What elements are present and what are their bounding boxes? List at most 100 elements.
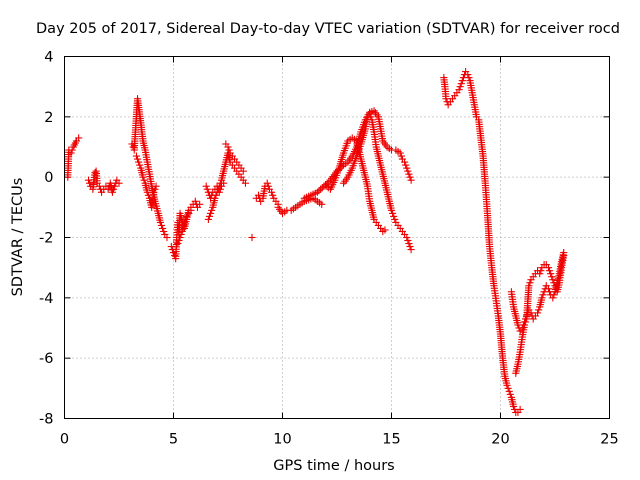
data-point [536, 270, 544, 278]
data-point [263, 179, 271, 187]
data-point [212, 191, 220, 199]
x-axis-label: GPS time / hours [273, 458, 394, 474]
data-point [202, 182, 210, 190]
data-point [205, 212, 214, 220]
data-point [196, 200, 204, 208]
data-point [506, 390, 514, 398]
data-point [67, 149, 75, 157]
data-point [313, 188, 321, 196]
y-tick-label: -6 [39, 351, 53, 367]
data-point [505, 387, 513, 395]
data-point [163, 233, 171, 242]
data-point [405, 170, 413, 178]
data-point [254, 191, 263, 199]
data-point [157, 221, 166, 230]
data-point [175, 236, 183, 245]
data-point [132, 152, 141, 160]
data-point [402, 161, 410, 169]
data-point [560, 252, 568, 260]
data-point [176, 233, 184, 242]
data-point [516, 405, 524, 414]
data-point [527, 309, 535, 317]
data-point [549, 276, 557, 284]
data-point [135, 158, 143, 166]
data-point [151, 185, 159, 193]
data-point [442, 95, 450, 103]
data-point [526, 279, 534, 287]
data-point [405, 239, 413, 248]
data-point [390, 212, 398, 220]
data-point [551, 282, 559, 290]
x-tick-label: 20 [491, 432, 509, 448]
data-point [544, 285, 553, 293]
data-point [407, 245, 415, 254]
data-point [214, 185, 222, 193]
data-point [458, 77, 466, 85]
data-point [456, 83, 464, 91]
y-tick-label: 2 [44, 110, 53, 126]
data-point [520, 321, 529, 329]
data-point [156, 218, 165, 227]
data-point [550, 291, 558, 299]
data-point [111, 182, 119, 190]
data-point [215, 182, 223, 190]
x-tick-label: 5 [169, 432, 178, 448]
data-point [264, 182, 272, 190]
y-tick-label: -4 [39, 291, 53, 307]
data-point [533, 309, 542, 317]
data-point [269, 191, 277, 199]
data-point [403, 164, 411, 172]
data-point [191, 197, 199, 205]
data-point [317, 185, 325, 193]
data-point [150, 188, 158, 196]
data-point [391, 215, 399, 223]
data-point [177, 230, 185, 239]
data-point [406, 173, 414, 181]
data-point [187, 206, 195, 214]
data-point [381, 226, 389, 234]
data-point [109, 185, 118, 193]
data-point [525, 282, 533, 290]
data-point [464, 71, 472, 79]
data-point [509, 402, 518, 411]
data-point [241, 179, 250, 187]
data-point [455, 86, 463, 94]
data-point [388, 209, 397, 217]
grid [64, 56, 610, 419]
data-point [457, 80, 465, 88]
plot-frame [64, 56, 610, 419]
data-point [547, 270, 555, 278]
data-point [323, 179, 331, 187]
data-point [224, 143, 232, 151]
data-point [108, 188, 117, 196]
data-point [248, 233, 256, 242]
data-point [548, 273, 556, 281]
data-point [521, 318, 530, 326]
data-point [85, 179, 94, 187]
data-point [136, 161, 144, 169]
y-tick-label: 0 [44, 170, 53, 186]
y-tick-label: -2 [39, 231, 53, 247]
y-tick-label: -8 [39, 412, 53, 428]
data-point [268, 188, 276, 196]
data-point [549, 294, 557, 302]
data-point [174, 239, 182, 248]
data-point [159, 224, 167, 233]
data-point [239, 167, 247, 175]
data-point [143, 188, 151, 196]
data-point [213, 188, 221, 196]
data-point [204, 215, 212, 223]
data-point [397, 152, 405, 160]
data-point [181, 215, 190, 223]
data-point [315, 187, 323, 195]
x-tick-label: 25 [600, 432, 618, 448]
data-point [504, 384, 512, 392]
data-point [95, 182, 103, 190]
data-point [225, 146, 233, 154]
data-point [140, 176, 148, 184]
data-point [544, 264, 553, 272]
chart-title: Day 205 of 2017, Sidereal Day-to-day VTE… [36, 21, 620, 37]
data-point [152, 182, 160, 190]
data-point [211, 194, 219, 202]
